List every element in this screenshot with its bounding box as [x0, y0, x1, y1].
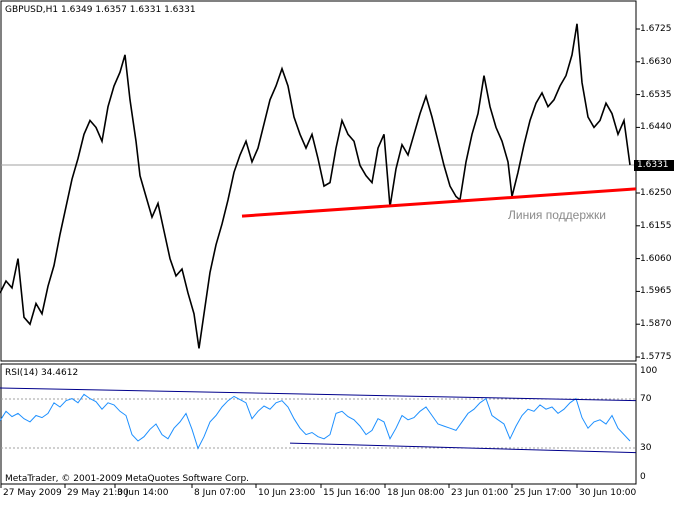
- price-tick-label: 1.6060: [640, 253, 672, 264]
- price-tick-label: 1.5775: [640, 352, 672, 362]
- price-tick-label: 1.6440: [640, 122, 672, 133]
- rsi-level-label: 70: [640, 394, 652, 404]
- rsi-level-label: 100: [640, 366, 658, 376]
- rsi-level-label: 0: [640, 472, 646, 482]
- rsi-series: [0, 393, 631, 450]
- rsi-line: [0, 393, 631, 450]
- price-axis-ticks: [636, 28, 640, 358]
- price-line: [0, 23, 631, 349]
- time-tick-label: 3 Jun 14:00: [117, 488, 169, 498]
- time-tick-label: 25 Jun 17:00: [514, 488, 572, 498]
- current-price-badge: 1.6331: [634, 160, 674, 171]
- rsi-pane-frame: [0, 363, 637, 485]
- price-tick-label: 1.5965: [640, 286, 672, 297]
- price-tick-label: 1.5870: [640, 319, 672, 330]
- rsi-lower-trendline[interactable]: [289, 442, 637, 454]
- price-series: [0, 23, 631, 349]
- time-tick-label: 10 Jun 23:00: [258, 488, 316, 498]
- price-tick-label: 1.6250: [640, 188, 672, 198]
- price-tick-label: 1.6535: [640, 89, 672, 100]
- price-tick-label: 1.6630: [640, 56, 672, 67]
- price-pane-frame: [0, 0, 637, 362]
- rsi-header: RSI(14) 34.4612: [5, 368, 79, 378]
- time-tick-label: 18 Jun 08:00: [387, 488, 445, 498]
- time-tick-label: 30 Jun 10:00: [579, 488, 637, 498]
- rsi-level-label: 30: [640, 443, 652, 453]
- support-line[interactable]: [241, 187, 637, 218]
- chart-header: GBPUSD,H1 1.6349 1.6357 1.6331 1.6331: [5, 5, 196, 15]
- time-tick-label: 27 May 2009: [3, 488, 62, 498]
- time-tick-label: 8 Jun 07:00: [194, 488, 246, 498]
- time-tick-label: 29 May 21:00: [67, 488, 129, 498]
- support-line-label: Линия поддержки: [508, 208, 606, 222]
- time-tick-label: 23 Jun 01:00: [451, 488, 509, 498]
- time-tick-label: 15 Jun 16:00: [323, 488, 381, 498]
- copyright-text: MetaTrader, © 2001-2009 MetaQuotes Softw…: [5, 474, 250, 484]
- price-tick-label: 1.6725: [640, 24, 672, 34]
- price-tick-label: 1.6155: [640, 220, 672, 231]
- rsi-upper-trendline[interactable]: [0, 387, 637, 402]
